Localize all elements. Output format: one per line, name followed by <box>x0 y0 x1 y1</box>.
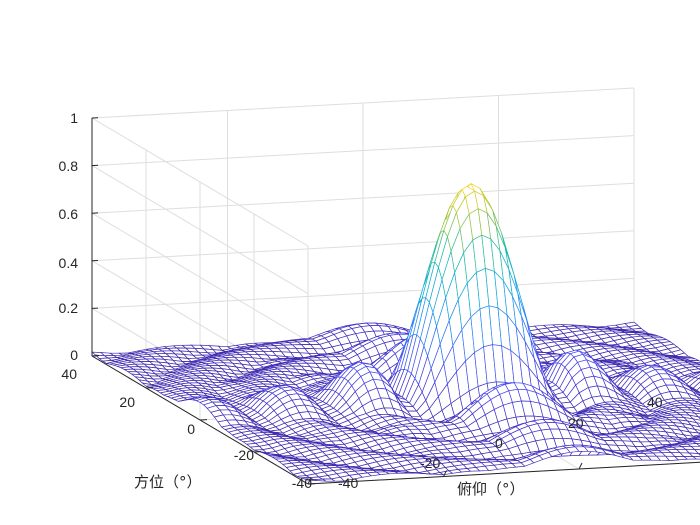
surface-cell <box>692 381 700 391</box>
surface-cell <box>691 398 700 403</box>
surface-cell <box>691 455 700 460</box>
z-tick-label: 0 <box>70 347 78 363</box>
surface-cell <box>690 424 700 431</box>
z-tick-label: 0.4 <box>59 255 79 271</box>
x-tick-label: 40 <box>647 394 663 410</box>
y-tick-label: -20 <box>234 447 254 463</box>
surface-cell <box>691 436 700 440</box>
z-tick-label: 0.6 <box>59 206 79 222</box>
y-tick-label: 0 <box>187 421 195 437</box>
z-tick-label: 0.2 <box>59 300 79 316</box>
surface-mesh <box>90 182 700 482</box>
surface-cell <box>693 412 700 418</box>
z-tick-label: 0.8 <box>59 158 79 174</box>
surface-cell <box>693 428 700 434</box>
surface-cell <box>696 371 700 374</box>
surface-cell <box>690 445 700 451</box>
x-tick-label: -40 <box>338 475 358 491</box>
y-axis-title: 方位（°） <box>134 473 202 491</box>
x-tick-mark <box>443 470 447 477</box>
x-tick-label: -20 <box>420 455 440 471</box>
x-tick-mark <box>578 462 583 470</box>
y-tick-label: 20 <box>119 394 135 410</box>
surface-cell <box>696 363 700 366</box>
surface-cell <box>693 371 700 374</box>
surface-cell <box>690 372 700 378</box>
x-tick-label: 0 <box>495 435 503 451</box>
y-tick-label: 40 <box>61 366 77 382</box>
surface-cell <box>695 407 700 412</box>
surface-cell <box>692 391 700 399</box>
surface-cell <box>691 404 700 410</box>
z-tick-label: 1 <box>70 110 78 126</box>
surface-cell <box>696 386 700 393</box>
y-tick-label: -40 <box>292 475 312 491</box>
surface-cell <box>691 440 700 444</box>
surface-cell <box>693 449 700 454</box>
surface-cell <box>691 364 700 368</box>
surface-cell <box>694 400 700 405</box>
surface-cell <box>696 435 700 438</box>
x-axis-title: 俯仰（°） <box>457 480 525 498</box>
x-tick-label: 20 <box>568 415 584 431</box>
axes-box <box>91 117 700 485</box>
surface-cell <box>695 422 700 428</box>
surface-cell <box>695 443 700 447</box>
surface-cell <box>696 396 700 401</box>
surface-cell <box>693 366 700 370</box>
x-tick-mark <box>307 477 312 485</box>
surface-cell <box>690 409 700 415</box>
surface-cell <box>692 418 700 424</box>
surface-cell <box>694 374 700 379</box>
